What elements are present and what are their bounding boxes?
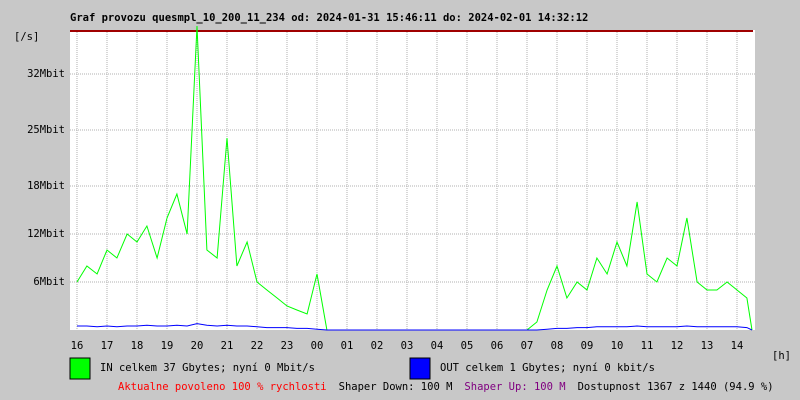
y-tick-label: 12Mbit	[27, 228, 65, 240]
x-tick-label: 12	[671, 340, 684, 352]
x-tick-label: 17	[101, 340, 114, 352]
footer-text: Aktualne povoleno 100 % rychlosti	[118, 381, 327, 393]
x-tick-label: 02	[371, 340, 384, 352]
y-tick-label: 25Mbit	[27, 124, 65, 136]
y-axis-label: [/s]	[14, 31, 39, 43]
footer-text: Dostupnost 1367 z 1440 (94.9 %)	[578, 381, 774, 393]
x-tick-label: 09	[581, 340, 594, 352]
x-tick-label: 03	[401, 340, 414, 352]
x-tick-label: 08	[551, 340, 564, 352]
footer-text: Shaper Up: 100 M	[464, 381, 565, 393]
x-tick-label: 18	[131, 340, 144, 352]
x-tick-label: 13	[701, 340, 714, 352]
x-tick-label: 22	[251, 340, 264, 352]
x-tick-label: 00	[311, 340, 324, 352]
plot-area	[70, 30, 755, 330]
x-tick-label: 21	[221, 340, 234, 352]
x-tick-label: 19	[161, 340, 174, 352]
legend-swatch	[409, 357, 431, 380]
x-tick-label: 05	[461, 340, 474, 352]
legend-label: OUT celkem 1 Gbytes; nyní 0 kbit/s	[440, 362, 655, 374]
x-tick-label: 04	[431, 340, 444, 352]
x-axis-label: [h]	[772, 350, 791, 362]
chart-title: Graf provozu quesmpl_10_200_11_234 od: 2…	[70, 12, 588, 24]
y-tick-label: 18Mbit	[27, 180, 65, 192]
legend-label: IN celkem 37 Gbytes; nyní 0 Mbit/s	[100, 362, 315, 374]
x-tick-label: 11	[641, 340, 654, 352]
series-line	[77, 323, 753, 331]
x-tick-label: 14	[731, 340, 744, 352]
legend-swatch	[69, 357, 91, 380]
x-tick-label: 23	[281, 340, 294, 352]
x-tick-label: 16	[71, 340, 84, 352]
footer-text: Shaper Down: 100 M	[339, 381, 453, 393]
x-tick-label: 20	[191, 340, 204, 352]
y-tick-label: 6Mbit	[33, 276, 65, 288]
x-tick-label: 06	[491, 340, 504, 352]
y-tick-label: 32Mbit	[27, 68, 65, 80]
x-tick-label: 07	[521, 340, 534, 352]
x-tick-label: 01	[341, 340, 354, 352]
x-tick-label: 10	[611, 340, 624, 352]
